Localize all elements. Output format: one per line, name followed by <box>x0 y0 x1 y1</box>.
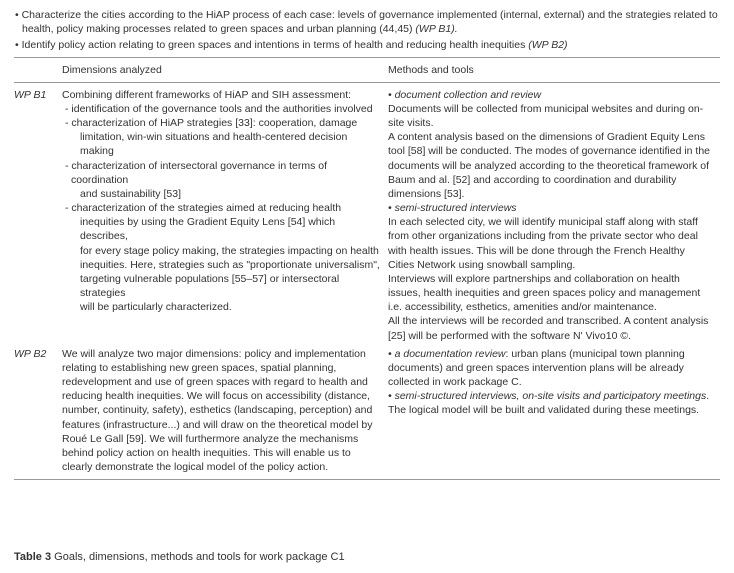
caption-text: Goals, dimensions, methods and tools for… <box>51 551 344 563</box>
b1-meth-p2b: Interviews will explore partnerships and… <box>388 272 714 315</box>
wp-b2-dimensions: We will analyze two major dimensions: po… <box>62 345 388 477</box>
b2-meth-2: • semi-structured interviews, on-site vi… <box>388 389 714 417</box>
header-dimensions: Dimensions analyzed <box>62 61 388 79</box>
table-header-row: Dimensions analyzed Methods and tools <box>14 61 720 79</box>
rule-header <box>14 82 720 83</box>
rule-bottom <box>14 479 720 480</box>
bullet-1-ref: (WP B1). <box>415 23 457 35</box>
b1-intro: Combining different frameworks of HiAP a… <box>62 88 382 102</box>
b1-meth-p2c: All the interviews will be recorded and … <box>388 314 714 342</box>
b1-dim-l4e: targeting vulnerable populations [55–57]… <box>62 272 382 300</box>
b1-meth-t2: • semi-structured interviews <box>388 201 714 215</box>
row-wp-b2: WP B2 We will analyze two major dimensio… <box>14 345 720 477</box>
b1-dim-l1: - identification of the governance tools… <box>62 102 382 116</box>
b1-meth-p1b: A content analysis based on the dimensio… <box>388 130 714 201</box>
b1-meth-p1a: Documents will be collected from municip… <box>388 102 714 130</box>
b1-meth-t1: • document collection and review <box>388 88 714 102</box>
table-3-caption: Table 3 Goals, dimensions, methods and t… <box>14 550 720 565</box>
b2-dim: We will analyze two major dimensions: po… <box>62 347 382 475</box>
bullet-2-text: • Identify policy action relating to gre… <box>15 39 528 51</box>
wp-table: Dimensions analyzed Methods and tools WP… <box>14 61 720 477</box>
b1-dim-l4d: inequities. Here, strategies such as "pr… <box>62 258 382 272</box>
wp-b1-dimensions: Combining different frameworks of HiAP a… <box>62 86 388 345</box>
b1-dim-l3b: and sustainability [53] <box>62 187 382 201</box>
b1-dim-l2: - characterization of HiAP strategies [3… <box>62 116 382 130</box>
caption-label: Table 3 <box>14 551 51 563</box>
b2-meth-t2a: • semi-structured interviews, on-site vi… <box>388 390 706 402</box>
bullet-2-ref: (WP B2) <box>528 39 567 51</box>
row-wp-b1: WP B1 Combining different frameworks of … <box>14 86 720 345</box>
rule-top <box>14 57 720 58</box>
bullet-2: • Identify policy action relating to gre… <box>14 38 720 52</box>
b1-dim-l2b: limitation, win-win situations and healt… <box>62 130 382 158</box>
b2-meth-1: • a documentation review: urban plans (m… <box>388 347 714 390</box>
bullet-1-text: • Characterize the cities according to t… <box>15 9 718 35</box>
wp-b2-methods: • a documentation review: urban plans (m… <box>388 345 720 477</box>
b1-dim-l4c: for every stage policy making, the strat… <box>62 244 382 258</box>
goals-bullets: • Characterize the cities according to t… <box>14 8 720 53</box>
b1-meth-p2a: In each selected city, we will identify … <box>388 215 714 272</box>
wp-b2-label: WP B2 <box>14 345 62 477</box>
b1-dim-l4b: inequities by using the Gradient Equity … <box>62 215 382 243</box>
b1-dim-l4f: will be particularly characterized. <box>62 300 382 314</box>
bullet-1: • Characterize the cities according to t… <box>14 8 720 36</box>
b2-meth-t1a: • a documentation review <box>388 348 506 360</box>
header-empty <box>14 61 62 79</box>
wp-b1-label: WP B1 <box>14 86 62 345</box>
b1-dim-l3: - characterization of intersectoral gove… <box>62 159 382 187</box>
b1-dim-l4: - characterization of the strategies aim… <box>62 201 382 215</box>
header-methods: Methods and tools <box>388 61 720 79</box>
wp-b1-methods: • document collection and review Documen… <box>388 86 720 345</box>
